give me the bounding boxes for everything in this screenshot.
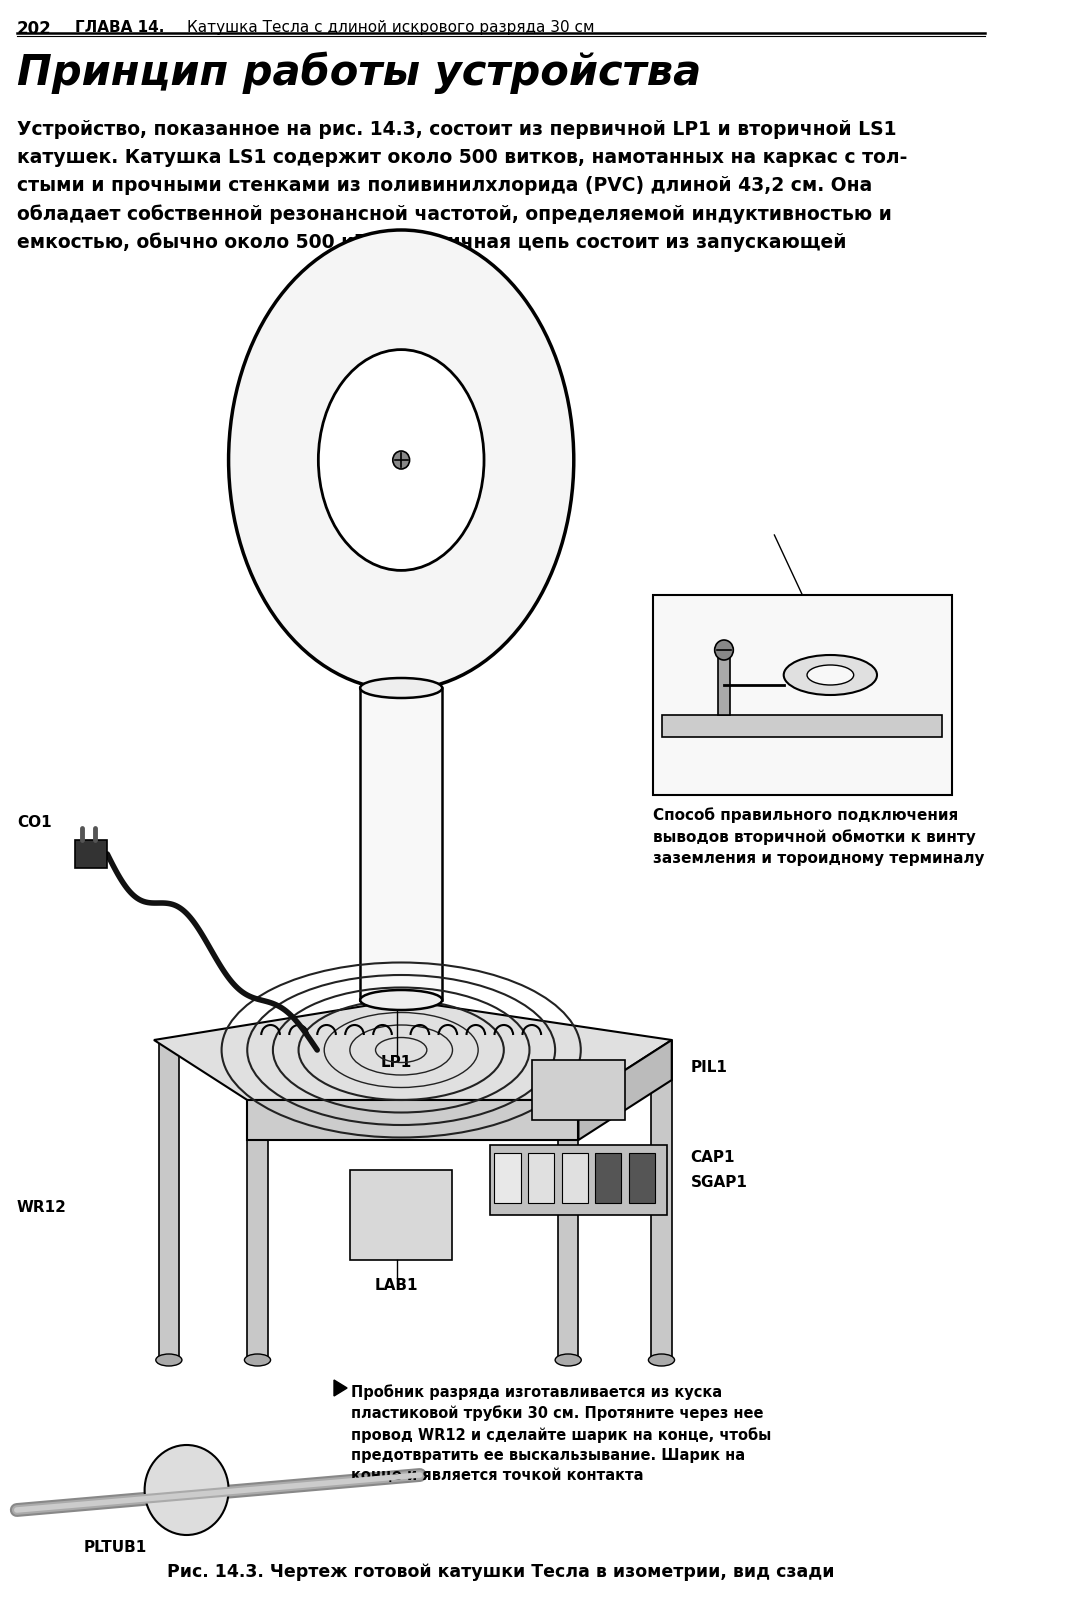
Bar xyxy=(159,1040,179,1360)
Text: 202: 202 xyxy=(17,19,52,38)
Circle shape xyxy=(714,640,734,659)
Bar xyxy=(528,1154,554,1203)
Ellipse shape xyxy=(360,678,442,698)
Ellipse shape xyxy=(807,666,854,685)
Bar xyxy=(494,1154,521,1203)
Bar xyxy=(651,1040,671,1360)
Circle shape xyxy=(145,1445,229,1534)
Bar xyxy=(74,840,107,867)
Text: Принцип работы устройства: Принцип работы устройства xyxy=(17,51,701,94)
Polygon shape xyxy=(579,1040,671,1139)
Bar xyxy=(653,595,952,795)
Text: CO1: CO1 xyxy=(17,814,52,830)
Ellipse shape xyxy=(229,230,574,690)
Text: LP1: LP1 xyxy=(381,1054,412,1070)
Ellipse shape xyxy=(360,990,442,1010)
Text: PIL1: PIL1 xyxy=(691,1059,727,1075)
Bar xyxy=(490,1146,667,1214)
Text: WR12: WR12 xyxy=(17,1200,67,1214)
Text: CAP1: CAP1 xyxy=(691,1150,735,1165)
Ellipse shape xyxy=(784,654,877,694)
Text: катушек. Катушка LS1 содержит около 500 витков, намотанных на каркас с тол-: катушек. Катушка LS1 содержит около 500 … xyxy=(17,149,908,166)
Text: Пробник разряда изготавливается из куска
пластиковой трубки 30 см. Протяните чер: Пробник разряда изготавливается из куска… xyxy=(351,1384,771,1483)
Text: емкостью, обычно около 500 кГц. Первичная цепь состоит из запускающей: емкостью, обычно около 500 кГц. Первична… xyxy=(17,232,846,251)
Ellipse shape xyxy=(245,1354,271,1366)
Polygon shape xyxy=(154,1000,671,1101)
Ellipse shape xyxy=(649,1354,674,1366)
Bar xyxy=(629,1154,655,1203)
Bar xyxy=(360,688,442,1000)
Polygon shape xyxy=(247,1101,579,1139)
Bar xyxy=(350,1170,452,1261)
Circle shape xyxy=(393,451,409,469)
Text: Способ правильного подключения
выводов вторичной обмотки к винту
заземления и то: Способ правильного подключения выводов в… xyxy=(653,806,985,866)
Text: LS1: LS1 xyxy=(388,805,424,822)
Text: LAB1: LAB1 xyxy=(375,1278,418,1293)
Text: Рис. 14.3. Чертеж готовой катушки Тесла в изометрии, вид сзади: Рис. 14.3. Чертеж готовой катушки Тесла … xyxy=(168,1563,834,1581)
Polygon shape xyxy=(334,1379,347,1395)
Bar xyxy=(532,1059,625,1120)
Text: ГЛАВА 14.: ГЛАВА 14. xyxy=(74,19,164,35)
Ellipse shape xyxy=(318,349,484,571)
Bar xyxy=(562,1154,587,1203)
Ellipse shape xyxy=(555,1354,581,1366)
Text: PLTUB1: PLTUB1 xyxy=(84,1539,147,1555)
Text: SGAP1: SGAP1 xyxy=(691,1174,748,1190)
Text: обладает собственной резонансной частотой, определяемой индуктивностью и: обладает собственной резонансной частото… xyxy=(17,203,891,224)
Text: Устройство, показанное на рис. 14.3, состоит из первичной LP1 и вторичной LS1: Устройство, показанное на рис. 14.3, сос… xyxy=(17,120,897,139)
Bar xyxy=(663,715,942,738)
Bar xyxy=(557,1139,579,1360)
Text: стыми и прочными стенками из поливинилхлорида (PVC) длиной 43,2 см. Она: стыми и прочными стенками из поливинилхл… xyxy=(17,176,872,195)
Bar xyxy=(247,1139,267,1360)
Bar xyxy=(719,653,729,715)
Bar xyxy=(595,1154,622,1203)
Text: Катушка Тесла с длиной искрового разряда 30 см: Катушка Тесла с длиной искрового разряда… xyxy=(187,19,594,35)
Text: TO8: TO8 xyxy=(374,550,410,568)
Ellipse shape xyxy=(156,1354,182,1366)
